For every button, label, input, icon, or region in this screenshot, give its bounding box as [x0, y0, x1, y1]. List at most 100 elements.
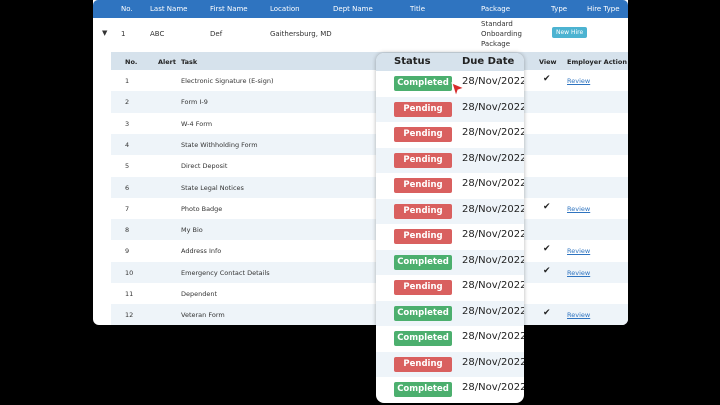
- task-no: 5: [125, 162, 130, 171]
- review-link[interactable]: Review: [567, 247, 591, 256]
- task-name: W-4 Form: [181, 119, 213, 128]
- review-link[interactable]: Review: [567, 311, 591, 320]
- check-icon[interactable]: ✔: [543, 244, 551, 255]
- task-name: Form I-9: [181, 98, 208, 107]
- check-icon[interactable]: ✔: [543, 265, 551, 276]
- task-no: 10: [125, 268, 134, 277]
- status-badge: Pending: [394, 356, 452, 372]
- status-row: Completed 28/Nov/2022: [376, 300, 524, 326]
- task-header: No. Alert Task View Employer Action: [111, 52, 628, 70]
- col-package: Package: [481, 5, 511, 13]
- popup-header: Status Due Date: [376, 53, 524, 71]
- check-icon[interactable]: ✔: [543, 201, 551, 212]
- task-name: Photo Badge: [181, 204, 223, 213]
- status-badge: Completed: [394, 254, 452, 270]
- status-row: Pending 28/Nov/2022: [376, 275, 524, 301]
- status-row: Completed 28/Nov/2022: [376, 326, 524, 352]
- task-name: State Legal Notices: [181, 183, 244, 192]
- due-date: 28/Nov/2022: [462, 152, 524, 164]
- task-name: Emergency Contact Details: [181, 268, 270, 277]
- task-no: 2: [125, 98, 130, 107]
- status-row: Pending 28/Nov/2022: [376, 122, 524, 148]
- task-no: 11: [125, 290, 134, 298]
- status-badge: Completed: [394, 76, 452, 91]
- task-no: 8: [125, 226, 130, 235]
- due-date: 28/Nov/2022: [462, 382, 524, 393]
- due-date: 28/Nov/2022: [462, 178, 524, 189]
- due-date-label: Due Date: [462, 56, 515, 67]
- task-no: 3: [125, 119, 130, 128]
- status-label: Status: [394, 56, 431, 67]
- task-name: My Bio: [181, 226, 203, 235]
- task-col-action: Employer Action: [567, 58, 627, 66]
- status-badge: Pending: [394, 229, 452, 244]
- status-popup: Status Due Date Completed 28/Nov/2022 Pen…: [376, 53, 524, 403]
- check-icon[interactable]: ✔: [543, 308, 551, 319]
- status-row: Pending 28/Nov/2022: [376, 198, 524, 224]
- status-badge: Pending: [394, 203, 452, 219]
- task-row: 5 Direct Deposit: [111, 155, 628, 176]
- task-name: Address Info: [181, 247, 222, 256]
- first-name: Def: [210, 30, 223, 38]
- col-location: Location: [270, 5, 300, 13]
- task-row: 9 Address Info ✔ Review: [111, 240, 628, 261]
- col-no: No.: [121, 5, 133, 13]
- check-icon[interactable]: ✔: [543, 74, 551, 84]
- task-col-no: No.: [125, 58, 138, 66]
- task-row: 2 Form I-9: [111, 91, 628, 113]
- task-no: 12: [125, 311, 134, 320]
- task-row: 12 Veteran Form ✔ Review: [111, 304, 628, 325]
- status-badge: Pending: [394, 152, 452, 168]
- col-type: Type: [551, 5, 568, 13]
- status-row: Completed 28/Nov/2022: [376, 377, 524, 403]
- due-date: 28/Nov/2022: [462, 229, 524, 240]
- review-link[interactable]: Review: [567, 77, 591, 85]
- task-no: 7: [125, 204, 130, 213]
- task-row: 1 Electronic Signature (E-sign) ✔ Review: [111, 70, 628, 91]
- review-link[interactable]: Review: [567, 268, 591, 277]
- package-line: Standard: [481, 20, 513, 28]
- task-row: 6 State Legal Notices: [111, 176, 628, 198]
- due-date: 28/Nov/2022: [462, 356, 524, 368]
- task-name: Direct Deposit: [181, 162, 228, 171]
- col-hire-type: Hire Type: [587, 5, 620, 13]
- status-badge: Completed: [394, 305, 452, 321]
- col-last-name: Last Name: [150, 5, 188, 13]
- task-row: 11 Dependent: [111, 283, 628, 304]
- package-line: Package: [481, 40, 511, 48]
- task-row: 10 Emergency Contact Details ✔ Review: [111, 261, 628, 283]
- last-name: ABC: [150, 30, 165, 38]
- task-name: Dependent: [181, 290, 218, 298]
- status-badge: Pending: [394, 280, 452, 295]
- status-badge: Pending: [394, 178, 452, 193]
- status-row: Pending 28/Nov/2022: [376, 147, 524, 173]
- due-date: 28/Nov/2022: [462, 331, 524, 342]
- status-badge: Completed: [394, 331, 452, 346]
- review-link[interactable]: Review: [567, 204, 591, 213]
- due-date: 28/Nov/2022: [462, 305, 524, 317]
- task-no: 9: [125, 247, 130, 256]
- employee-no: 1: [121, 30, 126, 38]
- col-dept: Dept Name: [333, 5, 373, 13]
- status-row: Pending 28/Nov/2022: [376, 96, 524, 122]
- status-badge: Pending: [394, 101, 452, 117]
- due-date: 28/Nov/2022: [462, 203, 524, 215]
- task-row: 8 My Bio: [111, 219, 628, 241]
- col-first-name: First Name: [210, 5, 248, 13]
- task-row: 4 State Withholding Form: [111, 133, 628, 156]
- employee-row[interactable]: ▼ 1 ABC Def Gaithersburg, MD Standard On…: [93, 18, 628, 51]
- collapse-icon[interactable]: ▼: [102, 29, 108, 37]
- type-badge: New Hire: [552, 27, 588, 38]
- package-line: Onboarding: [481, 30, 522, 38]
- task-no: 6: [125, 183, 130, 192]
- cursor-icon: [451, 82, 466, 98]
- status-badge: Pending: [394, 127, 452, 142]
- task-col-alert: Alert: [158, 58, 176, 66]
- due-date: 28/Nov/2022: [462, 280, 524, 291]
- task-col-task: Task: [181, 58, 198, 66]
- task-name: Veteran Form: [181, 311, 225, 320]
- location: Gaithersburg, MD: [270, 30, 332, 38]
- status-row: Pending 28/Nov/2022: [376, 224, 524, 250]
- status-row: Pending 28/Nov/2022: [376, 351, 524, 377]
- due-date: 28/Nov/2022: [462, 101, 524, 113]
